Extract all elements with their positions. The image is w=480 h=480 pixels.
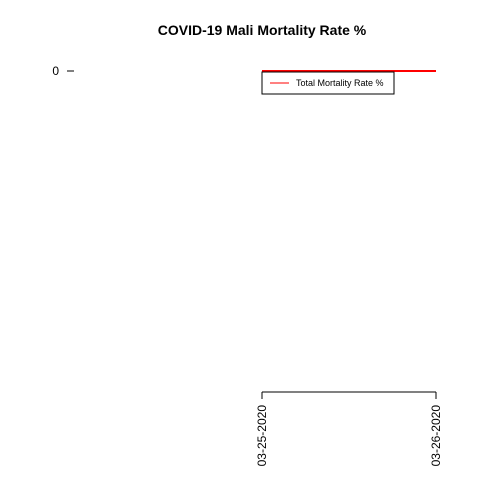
x-axis: 03-25-2020 03-26-2020 (255, 391, 443, 467)
y-tick-label: 0 (52, 64, 59, 78)
legend-label: Total Mortality Rate % (296, 78, 384, 88)
x-tick-label: 03-26-2020 (429, 405, 443, 467)
legend: Total Mortality Rate % (261, 71, 395, 95)
chart-title: COVID-19 Mali Mortality Rate % (158, 22, 367, 38)
x-tick-label: 03-25-2020 (255, 405, 269, 467)
y-axis: 0 (52, 64, 74, 78)
legend-box (261, 71, 395, 95)
